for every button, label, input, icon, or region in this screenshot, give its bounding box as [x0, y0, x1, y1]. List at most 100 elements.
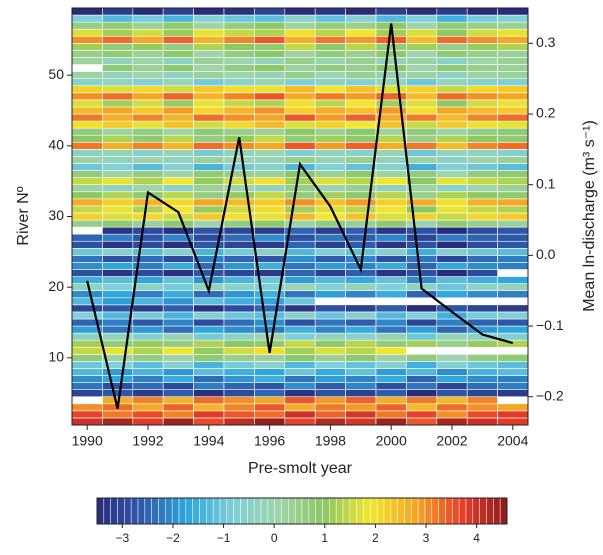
- heatmap-cell: [193, 21, 225, 30]
- heatmap-cell: [71, 361, 103, 369]
- x-tick-label: 1990: [72, 433, 103, 449]
- heatmap-cell: [71, 346, 103, 355]
- heatmap-cell: [193, 191, 225, 200]
- heatmap-cell: [132, 177, 164, 185]
- heatmap-cell: [193, 219, 225, 228]
- heatmap-cell: [223, 78, 255, 87]
- colorbar-segment: [260, 497, 269, 525]
- heatmap-cell: [497, 361, 529, 369]
- heatmap-cell: [254, 57, 286, 65]
- heatmap-cell: [284, 297, 316, 306]
- heatmap-cell: [284, 85, 316, 94]
- heatmap-cell: [254, 50, 286, 58]
- heatmap-cell: [314, 262, 346, 270]
- heatmap-cell: [71, 410, 103, 419]
- heatmap-cell: [254, 410, 286, 419]
- heatmap-cell: [284, 346, 316, 355]
- heatmap-cell: [284, 7, 316, 16]
- colorbar-frame: [96, 497, 508, 525]
- colorbar-segment: [452, 497, 460, 525]
- heatmap-cell: [71, 85, 103, 94]
- heatmap-cell: [345, 92, 377, 101]
- heatmap-cell: [466, 339, 498, 348]
- heatmap-cell: [102, 43, 134, 51]
- heatmap-cell: [314, 240, 346, 249]
- heatmap-cell: [162, 375, 194, 383]
- heatmap-cell: [71, 269, 103, 277]
- heatmap-cell: [71, 134, 103, 143]
- heatmap-cell: [193, 170, 225, 178]
- heatmap-cell: [284, 21, 316, 30]
- heatmap-cell: [466, 156, 498, 164]
- heatmap-cell: [102, 120, 134, 129]
- heatmap-cell: [436, 57, 468, 65]
- heatmap-cell: [406, 382, 438, 390]
- heatmap-cell: [406, 57, 438, 65]
- heatmap-cell: [102, 262, 134, 270]
- heatmap-cell: [223, 389, 255, 398]
- x-axis-label: Pre-smolt year: [248, 460, 353, 477]
- heatmap-cell: [132, 21, 164, 30]
- heatmap-cell: [497, 156, 529, 164]
- heatmap-cell: [254, 325, 286, 334]
- heatmap-cell: [314, 255, 346, 263]
- heatmap-cell: [497, 403, 529, 412]
- heatmap-cell: [436, 120, 468, 129]
- heatmap-cell: [466, 21, 498, 30]
- heatmap-cell: [193, 120, 225, 129]
- heatmap-cell: [406, 127, 438, 136]
- heatmap-cell: [254, 7, 286, 16]
- heatmap-cell: [102, 57, 134, 65]
- heatmap-cell: [162, 304, 194, 313]
- heatmap-cell: [284, 28, 316, 37]
- heatmap-cell: [193, 410, 225, 419]
- heatmap-cell: [132, 417, 164, 426]
- heatmap-cell: [162, 389, 194, 398]
- heatmap-cell: [497, 141, 529, 150]
- heatmap-cell: [102, 240, 134, 249]
- heatmap-cell: [162, 269, 194, 277]
- heatmap-cell: [436, 71, 468, 79]
- heatmap-cell: [375, 318, 407, 327]
- heatmap-cell: [284, 71, 316, 79]
- heatmap-cell: [284, 368, 316, 376]
- heatmap-cell: [284, 269, 316, 277]
- heatmap-cell: [345, 318, 377, 327]
- heatmap-cell: [254, 233, 286, 242]
- heatmap-cell: [162, 410, 194, 419]
- heatmap-cell: [102, 99, 134, 108]
- heatmap-cell: [314, 127, 346, 136]
- heatmap-cell: [71, 50, 103, 58]
- heatmap-cell: [223, 7, 255, 16]
- heatmap-cell: [375, 262, 407, 270]
- heatmap-cell: [375, 7, 407, 16]
- heatmap-cell: [345, 233, 377, 242]
- heatmap-cell: [162, 85, 194, 94]
- heatmap-cell: [162, 64, 194, 72]
- heatmap-cell: [497, 99, 529, 108]
- heatmap-cell: [162, 332, 194, 341]
- colorbar-segment: [110, 497, 118, 525]
- heatmap-cell: [466, 354, 498, 362]
- heatmap-cell: [71, 368, 103, 376]
- heatmap-cell: [497, 177, 529, 185]
- heatmap-cell: [132, 311, 164, 320]
- heatmap-cell: [345, 219, 377, 228]
- heatmap-cell: [314, 276, 346, 284]
- heatmap-cell: [254, 354, 286, 362]
- heatmap-cell: [254, 156, 286, 164]
- heatmap-cell: [71, 28, 103, 37]
- heatmap-cell: [132, 325, 164, 334]
- heatmap-cell: [132, 346, 164, 355]
- heatmap-cell: [406, 21, 438, 30]
- heatmap-cell: [466, 205, 498, 214]
- heatmap-cell: [223, 417, 255, 426]
- heatmap-cell: [375, 149, 407, 157]
- heatmap-cell: [375, 198, 407, 207]
- heatmap-cell: [466, 120, 498, 129]
- heatmap-cell: [375, 290, 407, 299]
- heatmap-cell: [254, 396, 286, 405]
- heatmap-cell: [254, 389, 286, 398]
- heatmap-cell: [162, 191, 194, 200]
- heatmap-cell: [497, 163, 529, 171]
